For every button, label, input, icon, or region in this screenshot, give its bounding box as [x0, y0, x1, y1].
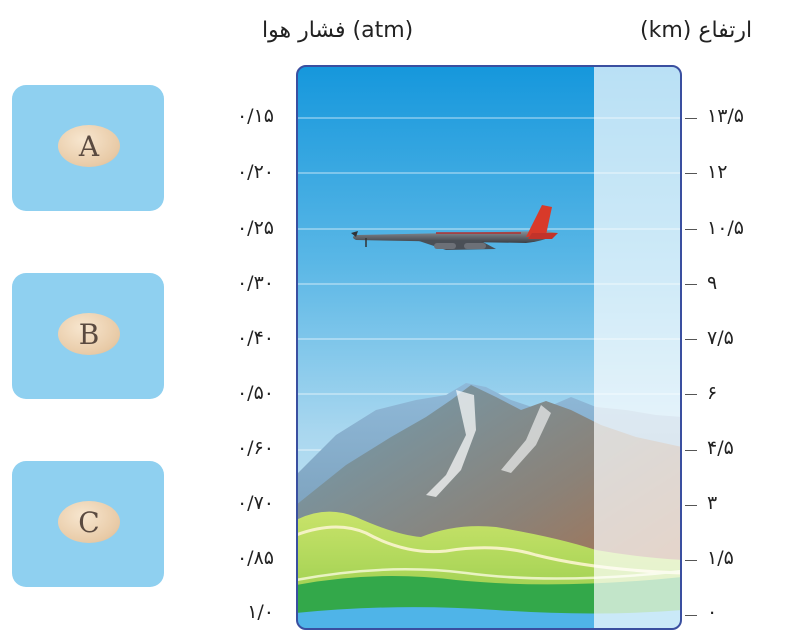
pressure-label: ۰/۳۰ [236, 272, 274, 294]
scene-frame [296, 65, 682, 630]
pressure-label: ۱/۰ [247, 601, 274, 623]
box-b[interactable]: B [12, 273, 164, 399]
altitude-tick [685, 284, 697, 285]
altitude-label: ۱۰/۵ [707, 217, 745, 239]
altitude-label: ۳ [707, 492, 718, 514]
pressure-label: ۰/۶۰ [236, 437, 274, 459]
altitude-label: ۱/۵ [707, 547, 734, 569]
altitude-axis-title: ارتفاع (km) [640, 18, 753, 43]
altitude-label: ۶ [707, 382, 718, 404]
altitude-label: ۱۲ [707, 161, 728, 183]
pressure-axis-title: (atm) فشار هوا [262, 18, 414, 43]
altitude-label: ۷/۵ [707, 327, 734, 349]
pressure-label: ۰/۸۵ [236, 547, 274, 569]
water [297, 607, 681, 629]
box-c[interactable]: C [12, 461, 164, 587]
altitude-tick [685, 118, 697, 119]
box-c-label: C [58, 501, 120, 543]
altitude-tick [685, 560, 697, 561]
box-b-label: B [58, 313, 120, 355]
box-a[interactable]: A [12, 85, 164, 211]
altitude-label: ۹ [707, 272, 718, 294]
altitude-column [594, 66, 681, 629]
pressure-label: ۰/۲۰ [236, 161, 274, 183]
pressure-label: ۰/۷۰ [236, 492, 274, 514]
airplane-icon [351, 205, 558, 250]
altitude-tick [685, 229, 697, 230]
altitude-tick [685, 450, 697, 451]
pressure-label: ۰/۴۰ [236, 327, 274, 349]
altitude-tick [685, 615, 697, 616]
altitude-label: ۱۳/۵ [707, 105, 745, 127]
altitude-tick [685, 339, 697, 340]
pressure-label: ۰/۱۵ [236, 105, 274, 127]
altitude-label: ۴/۵ [707, 437, 734, 459]
altitude-tick [685, 505, 697, 506]
atmosphere-scene [296, 65, 682, 630]
altitude-tick [685, 173, 697, 174]
altitude-tick [685, 394, 697, 395]
pressure-label: ۰/۵۰ [236, 382, 274, 404]
box-a-label: A [58, 125, 120, 167]
pressure-label: ۰/۲۵ [236, 217, 274, 239]
altitude-label: ۰ [707, 601, 718, 623]
